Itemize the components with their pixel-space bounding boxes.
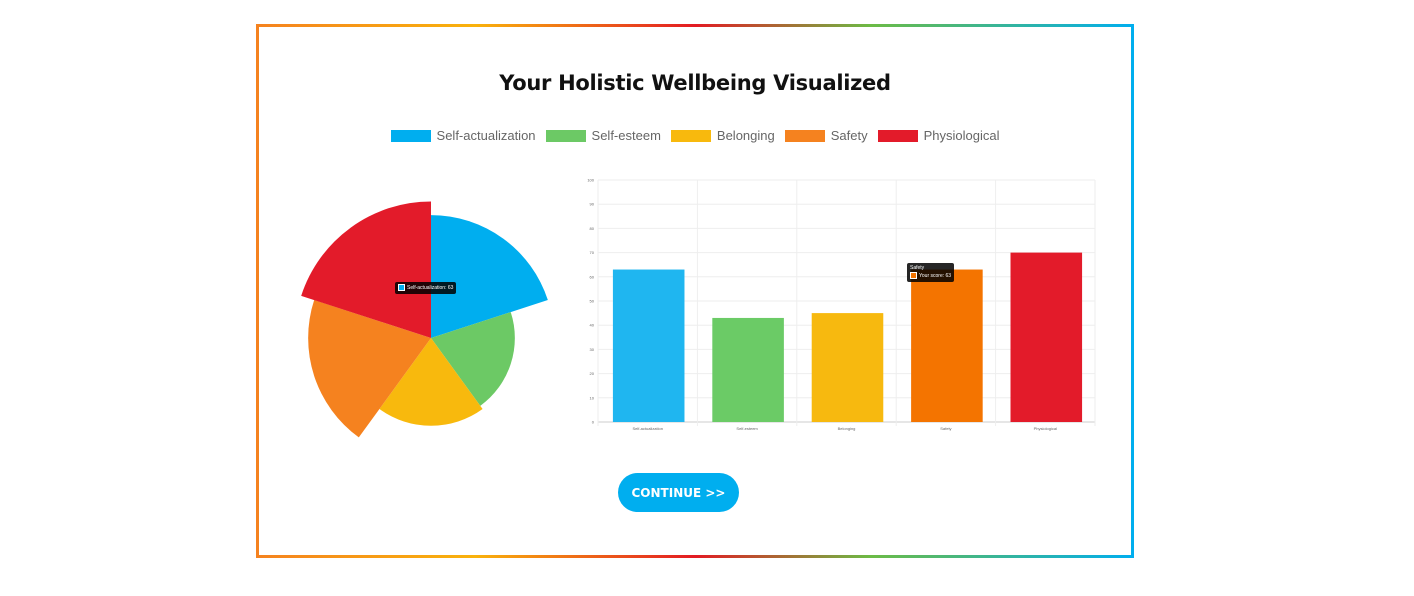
y-tick-label: 80 [590,226,595,231]
legend-label: Self-actualization [436,128,536,143]
polar-slice-self-actualization [431,215,548,338]
legend-swatch [670,129,711,142]
bar-physiological [1010,252,1083,422]
x-tick-label: Safety [940,426,951,431]
polar-slice-safety [308,300,431,438]
bar-tooltip: Safety Your score: 63 [907,263,955,282]
page-title: Your Holistic Wellbeing Visualized [499,71,891,95]
y-tick-label: 60 [590,274,595,279]
y-tick-label: 90 [590,202,595,207]
polar-slice-physiological [301,201,431,338]
x-tick-label: Self-esteem [736,426,758,431]
bar-safety [911,269,983,422]
results-card: Your Holistic Wellbeing Visualized Self-… [259,27,1131,555]
charts-svg: 0 10 20 30 40 50 60 70 80 90 100 Self-actualization… [301,178,1096,438]
legend-item[interactable]: Safety [784,128,868,143]
legend-swatch [545,129,586,142]
x-tick-label: Physiological [1034,426,1057,431]
x-tick-label: Self-actualization [632,426,662,431]
legend-label: Physiological [923,128,1000,143]
polar-slice-self-esteem [431,312,515,406]
bar-self-esteem [712,317,784,422]
polar-slice-belonging [379,338,483,426]
legend-item[interactable]: Self-esteem [545,128,661,143]
x-tick-label: Belonging [838,426,856,431]
y-tick-label: 40 [590,323,595,328]
chart-legend: Self-actualization Self-esteem Belonging Sa… [259,128,1131,143]
tooltip-swatch [398,284,405,291]
y-tick-label: 50 [590,299,595,304]
y-tick-label: 70 [590,250,595,255]
legend-swatch [877,129,918,142]
polar-tooltip: Self-actualization: 63 [395,282,457,294]
legend-swatch [390,129,431,142]
bar-tooltip-label: Your score: 63 [919,272,952,279]
y-tick-label: 10 [590,395,595,400]
y-tick-label: 30 [590,347,595,352]
y-tick-label: 100 [587,178,594,183]
gradient-frame: Your Holistic Wellbeing Visualized Self-… [256,24,1134,558]
bar-tooltip-title: Safety [910,265,925,271]
continue-button[interactable]: CONTINUE >> [618,473,739,512]
legend-label: Self-esteem [591,128,661,143]
legend-label: Belonging [716,128,775,143]
y-tick-label: 0 [592,420,595,425]
legend-swatch [784,129,825,142]
bar-belonging [811,313,884,422]
legend-item[interactable]: Self-actualization [390,128,536,143]
y-tick-label: 20 [590,371,595,376]
tooltip-swatch [910,272,917,279]
legend-label: Safety [830,128,868,143]
legend-item[interactable]: Physiological [877,128,1000,143]
bar-self-actualization [612,269,685,422]
polar-tooltip-label: Self-actualization: 63 [407,284,454,291]
legend-item[interactable]: Belonging [670,128,775,143]
